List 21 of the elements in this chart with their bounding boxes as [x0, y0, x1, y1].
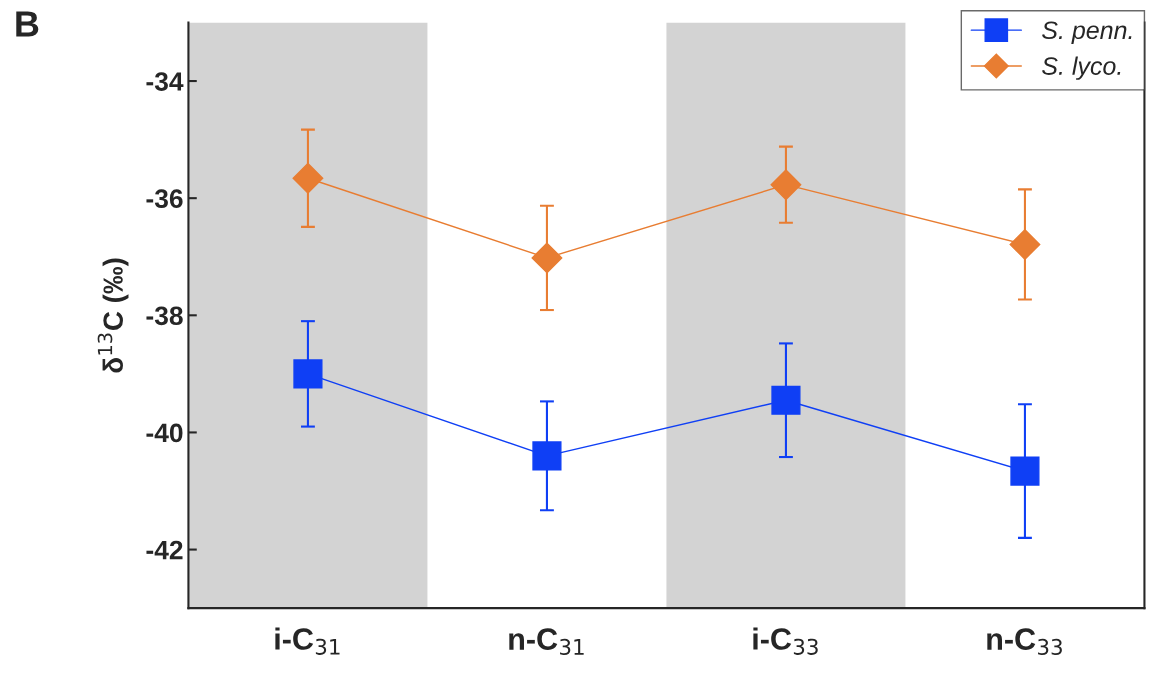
point [532, 441, 562, 471]
point [292, 162, 324, 194]
point [771, 385, 801, 415]
text: B [16, 11, 39, 37]
point [1009, 229, 1041, 260]
point [293, 359, 323, 389]
y-tick-label: -34 [146, 72, 184, 91]
y-tick-label: -38 [146, 306, 183, 326]
point [531, 242, 563, 274]
y-tick-label: -42 [146, 540, 183, 560]
x-tick-label: n-C$_{33}$ [987, 628, 1062, 655]
point [770, 169, 802, 201]
x-tick-label: i-C$_{31}$ [275, 627, 340, 655]
point [1010, 456, 1040, 486]
y-tick-label: -36 [146, 189, 183, 209]
legend-label: S. lyco. [1042, 56, 1121, 80]
y-tick-label: -40 [146, 423, 183, 443]
legend-label: S. penn. [1042, 21, 1132, 45]
y-axis-title: δ$^{13}$C (‰) [97, 258, 129, 373]
x-tick-label: n-C$_{31}$ [509, 628, 584, 655]
x-tick-label: i-C$_{33}$ [753, 627, 818, 655]
